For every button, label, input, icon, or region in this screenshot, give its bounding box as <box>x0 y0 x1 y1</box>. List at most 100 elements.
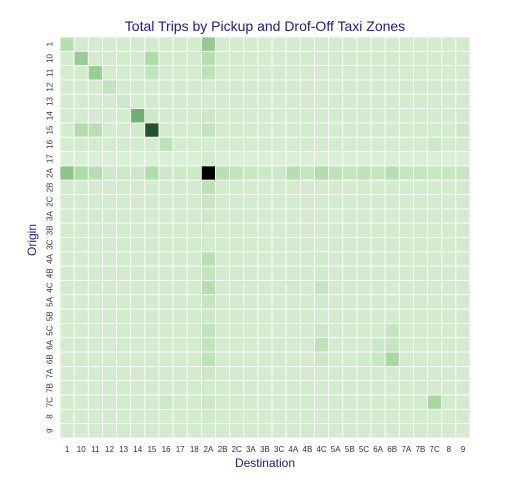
heatmap-cell <box>116 408 132 425</box>
heatmap-cell <box>87 365 103 382</box>
heatmap-cell <box>73 151 89 167</box>
heatmap-cell <box>186 93 202 110</box>
y-tick-label: 5A <box>46 296 55 306</box>
heatmap-cell <box>370 122 386 138</box>
heatmap-cell <box>455 365 471 382</box>
heatmap-cell <box>172 280 188 296</box>
heatmap-cell <box>215 351 231 367</box>
heatmap-cell <box>455 79 471 95</box>
heatmap-cell <box>73 294 89 310</box>
heatmap-cell <box>144 108 160 124</box>
heatmap-cell <box>73 179 89 195</box>
heatmap-cell <box>299 108 315 124</box>
heatmap-cell <box>59 351 75 367</box>
heatmap-cell <box>328 237 344 253</box>
heatmap-cell <box>243 351 259 367</box>
heatmap-cell <box>299 179 315 195</box>
heatmap-cell <box>370 151 386 167</box>
heatmap-cell <box>158 380 174 396</box>
heatmap-cell <box>116 79 132 95</box>
heatmap-cell <box>59 423 75 439</box>
heatmap-cell <box>314 323 330 339</box>
heatmap-cell <box>299 122 315 138</box>
heatmap-cell <box>342 365 358 382</box>
heatmap-cell <box>200 179 216 195</box>
heatmap-cell <box>73 136 89 152</box>
heatmap-cell <box>314 136 330 152</box>
heatmap-cell <box>427 423 443 439</box>
y-axis-label: Origin <box>25 224 39 256</box>
heatmap-cell <box>158 165 174 181</box>
heatmap-cell <box>243 380 259 396</box>
heatmap-cell <box>370 79 386 95</box>
heatmap-cell <box>285 380 301 396</box>
heatmap-cell <box>102 222 117 238</box>
heatmap-cell <box>455 394 471 410</box>
heatmap-cell <box>229 136 245 152</box>
heatmap-cell <box>342 323 358 339</box>
heatmap-cell <box>370 251 386 267</box>
heatmap-cell <box>144 337 160 353</box>
heatmap-cell <box>285 351 301 367</box>
heatmap-cell <box>200 208 216 224</box>
heatmap-cell <box>144 280 160 296</box>
heatmap-cell <box>229 50 245 67</box>
heatmap-cell <box>73 208 89 224</box>
heatmap-cell <box>186 323 202 339</box>
heatmap-cell <box>257 423 273 439</box>
heatmap-cell <box>73 380 89 396</box>
heatmap-cell <box>271 194 287 210</box>
heatmap-cell <box>158 265 174 281</box>
heatmap-cell <box>102 423 117 439</box>
heatmap-cell <box>229 308 245 324</box>
heatmap-cell <box>87 194 103 210</box>
heatmap-cell <box>441 251 457 267</box>
heatmap-cell <box>59 93 75 110</box>
heatmap-cell <box>186 208 202 224</box>
heatmap-cell <box>186 351 202 367</box>
heatmap-cell <box>398 165 414 181</box>
heatmap-cell <box>455 136 471 152</box>
heatmap-cell <box>172 308 188 324</box>
heatmap-cell <box>328 179 344 195</box>
heatmap-cell <box>130 165 146 181</box>
x-tick-label: 3A <box>246 445 256 454</box>
y-tick-labels: 1 10 11 12 13 14 15 16 17 2A 2B 2C 3A 3B 3C 4A 4B 4C 5A 5B 5… <box>46 41 55 433</box>
heatmap-cell <box>427 394 443 410</box>
heatmap-cell <box>172 323 188 339</box>
heatmap-cell <box>356 194 372 210</box>
heatmap-cell <box>356 151 372 167</box>
heatmap-cell <box>342 122 358 138</box>
heatmap-cell <box>215 165 231 181</box>
heatmap-cell <box>102 337 117 353</box>
heatmap-cell <box>427 93 443 110</box>
heatmap-cell <box>384 151 400 167</box>
heatmap-cell <box>271 323 287 339</box>
heatmap-cell <box>200 380 216 396</box>
heatmap-cell <box>59 208 75 224</box>
heatmap-cell <box>413 179 428 195</box>
heatmap-cell <box>172 265 188 281</box>
heatmap-cell <box>243 179 259 195</box>
y-tick-label: 2B <box>46 182 55 192</box>
heatmap-cell <box>102 179 117 195</box>
heatmap-cell <box>328 251 344 267</box>
heatmap-cell <box>200 337 216 353</box>
heatmap-cell <box>441 136 457 152</box>
heatmap-cell <box>413 79 428 95</box>
heatmap-cell <box>73 79 89 95</box>
heatmap-cell <box>172 194 188 210</box>
x-tick-label: 18 <box>190 445 199 454</box>
heatmap-cell <box>441 237 457 253</box>
heatmap-cell <box>427 136 443 152</box>
heatmap-cell <box>271 65 287 81</box>
heatmap-cell <box>73 351 89 367</box>
heatmap-cell <box>455 308 471 324</box>
heatmap-cell <box>370 222 386 238</box>
heatmap-cell <box>200 351 216 367</box>
heatmap-cell <box>285 280 301 296</box>
heatmap-cell <box>427 380 443 396</box>
heatmap-cell <box>215 265 231 281</box>
heatmap-cell <box>186 194 202 210</box>
heatmap-cell <box>144 380 160 396</box>
